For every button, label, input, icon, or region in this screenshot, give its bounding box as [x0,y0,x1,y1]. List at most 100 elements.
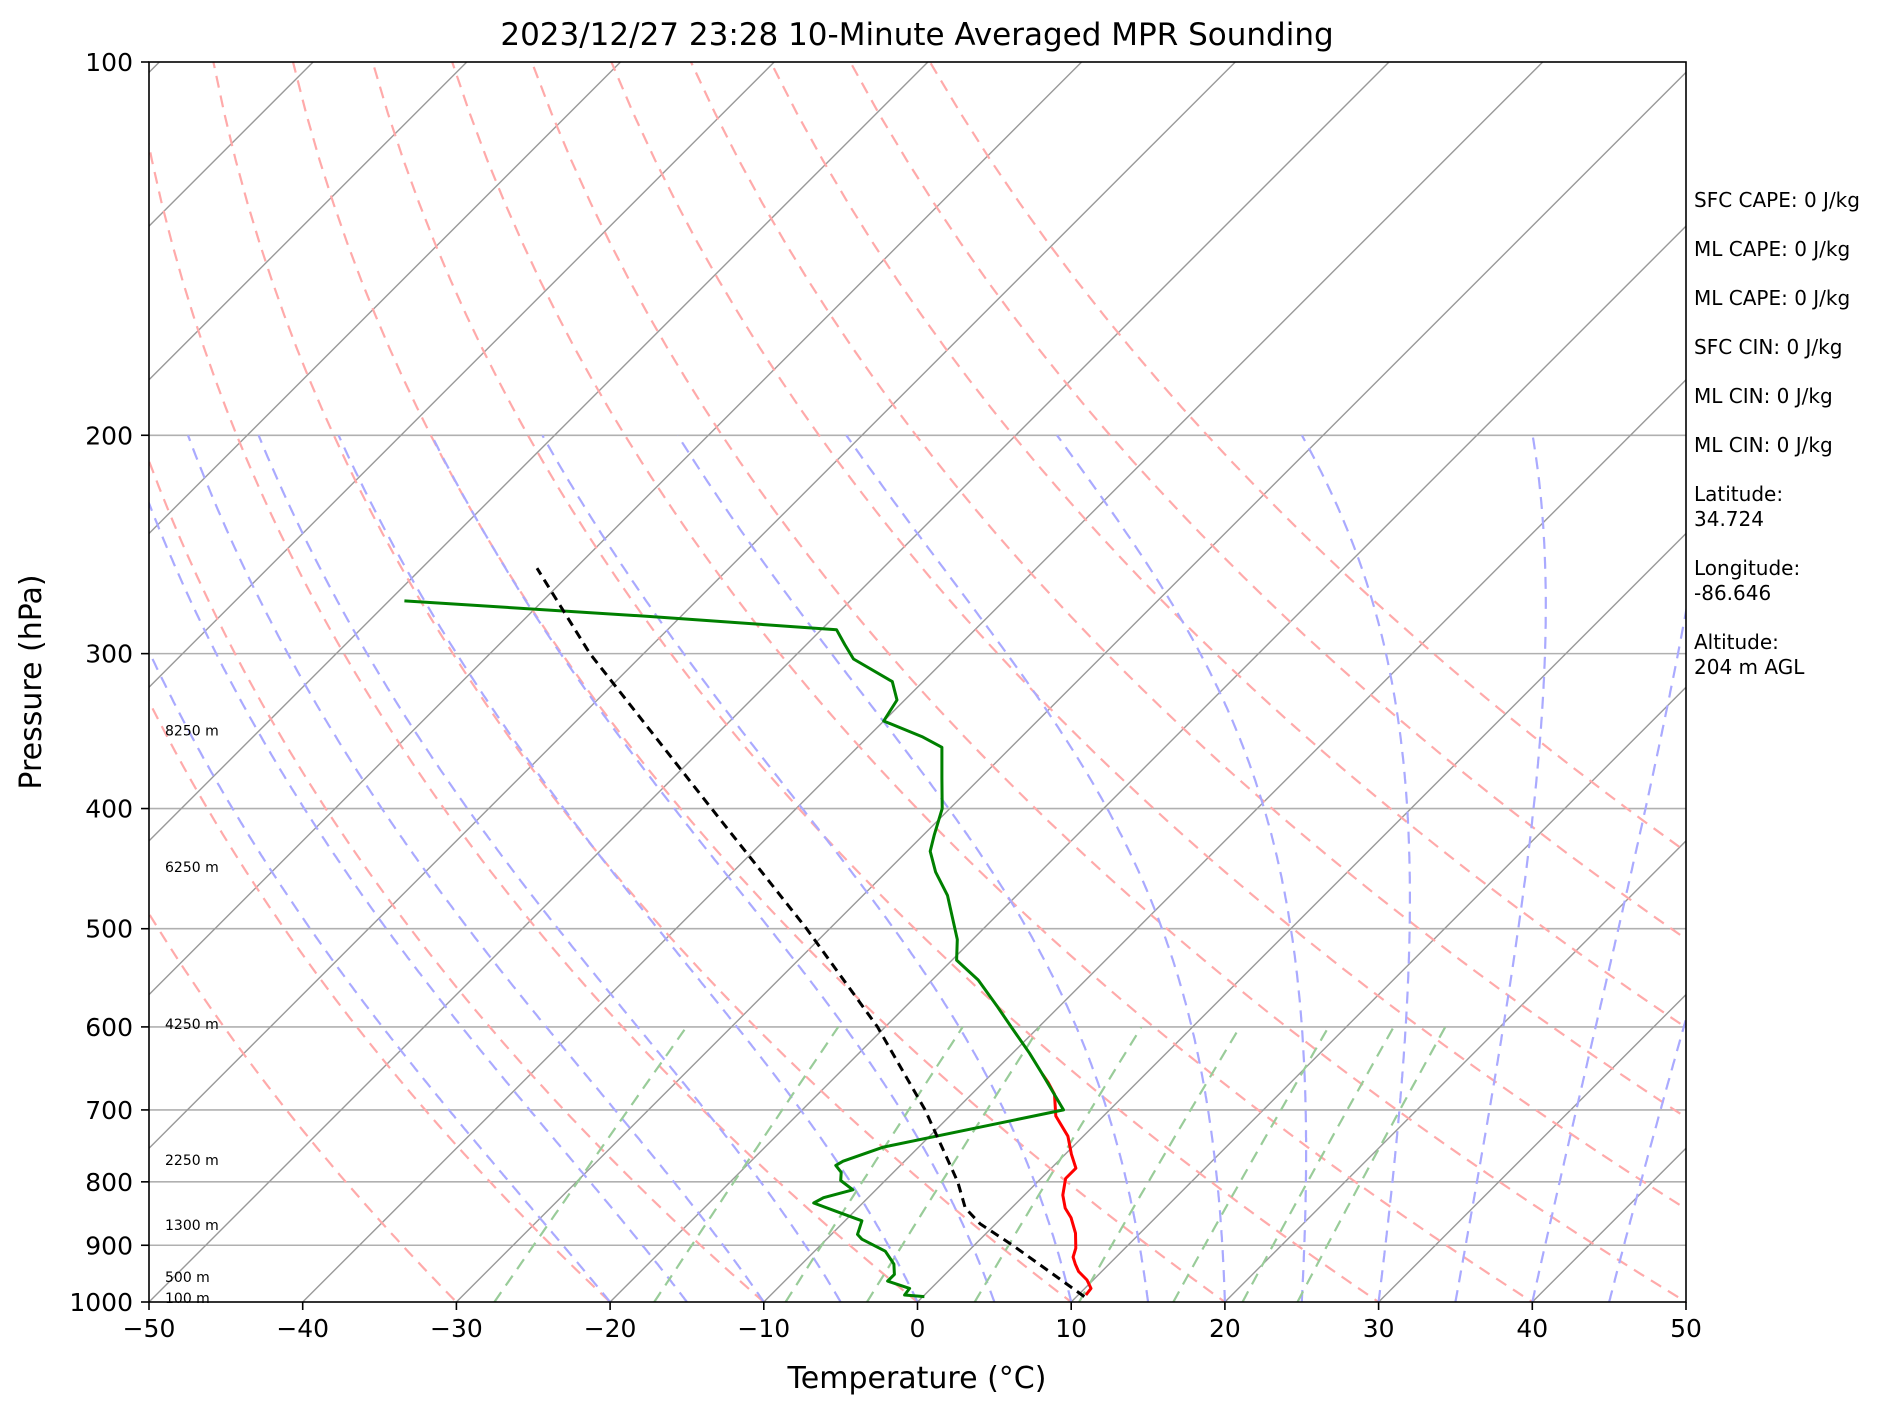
moist-adiabat-line [1608,1014,1686,1302]
dry-adiabat-line [530,62,1686,1302]
isotherm-line [0,62,6,1302]
moist-adiabat-line [149,648,611,1302]
moist-adiabat-line [1531,605,1686,1302]
dry-adiabat-line [149,457,766,1302]
dry-adiabat-line [291,62,1227,1302]
x-tick-label: 50 [1670,1314,1702,1343]
isotherm-line [1070,686,1686,1302]
background-lines [0,62,1686,1302]
x-tick-label: 40 [1516,1314,1548,1343]
isotherm-line [149,62,468,381]
y-tick-label: 700 [85,1096,133,1125]
dry-adiabat-line [849,62,1686,941]
isotherm-line [149,62,1236,1150]
moist-adiabat-line [186,434,765,1302]
dry-adiabat-line [451,62,1535,1302]
y-tick-label: 400 [85,795,133,824]
axes: −50 −40 −30 −20 −10 0 10 20 30 40 50 100 200 300 400 50… [69,48,1702,1343]
height-label: 2250 m [165,1153,219,1169]
sounding-info-item: ML CIN: 0 J/kg [1694,384,1833,408]
y-tick-label: 600 [85,1013,133,1042]
dry-adiabat-line [212,62,1074,1302]
isotherm-line [763,378,1686,1302]
mixing-ratio-line [653,1026,840,1302]
height-label: 8250 m [165,723,219,739]
sounding-info-item: ML CAPE: 0 J/kg [1694,286,1851,310]
sounding-info-item: Latitude: 34.724 [1694,482,1784,531]
x-tick-label: −40 [276,1314,329,1343]
sounding-info-item: ML CIN: 0 J/kg [1694,433,1833,457]
y-tick-label: 100 [85,48,133,77]
temperature-line [1041,1073,1093,1296]
isotherm-line [1378,993,1686,1302]
dry-adiabat-line [149,140,920,1302]
mixing-ratio-line [973,1026,1143,1302]
isotherm-line [455,71,1686,1302]
sounding-info-panel: SFC CAPE: 0 J/kg ML CAPE: 0 J/kg ML CAPE: … [1694,188,1889,704]
moist-adiabat-line [257,434,842,1302]
x-tick-label: 0 [910,1314,926,1343]
isotherm-line [917,532,1686,1302]
mixing-ratio-line [1296,1026,1447,1302]
height-label: 6250 m [165,860,219,876]
moist-adiabat-line [1056,434,1308,1302]
moist-adiabat-line [541,434,1073,1302]
y-tick-label: 1000 [69,1288,133,1317]
dry-adiabat-line [149,698,612,1302]
mixing-ratio-line [866,1026,1041,1302]
height-label: 1300 m [165,1218,219,1234]
mixing-ratio-line [1172,1026,1330,1302]
moist-adiabat-line [430,434,996,1302]
isotherm-line [149,62,775,689]
isotherm-line [1224,839,1686,1302]
x-axis-label: Temperature (°C) [787,1361,1047,1396]
dry-adiabat-line [690,62,1686,1119]
moist-adiabat-line [845,434,1226,1302]
height-label: 100 m [165,1291,210,1307]
moist-adiabat-line [337,434,919,1302]
isotherm-line [302,62,1544,1302]
moist-adiabat-line [676,434,1150,1302]
y-tick-label: 500 [85,915,133,944]
chart-title: 2023/12/27 23:28 10-Minute Averaged MPR … [500,17,1333,53]
y-tick-label: 900 [85,1231,133,1260]
dry-adiabat-line [769,62,1686,1029]
y-tick-label: 800 [85,1168,133,1197]
x-tick-label: −30 [430,1314,483,1343]
sounding-info-item: Longitude: -86.646 [1694,556,1801,605]
height-label: 500 m [165,1270,210,1286]
dry-adiabat-line [371,62,1381,1302]
sounding-info-item: Altitude: 204 m AGL [1694,630,1805,679]
series-group [404,567,1093,1299]
parcel-line [535,567,1086,1298]
height-labels: 8250 m 6250 m 4250 m 2250 m 1300 m 500 m 100 m [165,723,219,1307]
isotherm-line [149,62,929,842]
moist-adiabat-line [1300,434,1411,1302]
sounding-info-item: ML CAPE: 0 J/kg [1694,237,1851,261]
dry-adiabat-line [149,911,458,1302]
plot-frame [148,61,1687,1303]
x-tick-label: 10 [1055,1314,1087,1343]
mixing-ratio-line [1078,1026,1241,1302]
dewpoint-line [404,599,1065,1299]
sounding-info-item: SFC CIN: 0 J/kg [1694,335,1843,359]
mixing-ratio-line [784,1026,964,1302]
height-label: 4250 m [165,1017,219,1033]
x-tick-label: −20 [584,1314,637,1343]
y-tick-label: 300 [85,640,133,669]
dry-adiabat-line [610,62,1686,1211]
x-tick-label: −50 [123,1314,176,1343]
isotherm-line [149,62,1083,996]
y-tick-label: 200 [85,421,133,450]
y-axis-label: Pressure (hPa) [14,574,49,789]
x-tick-label: 20 [1209,1314,1241,1343]
isotherm-line [149,62,621,535]
mixing-ratio-line [493,1026,688,1302]
x-tick-label: 30 [1363,1314,1395,1343]
x-tick-label: −10 [737,1314,790,1343]
isotherm-line [609,225,1686,1302]
isotherm-line [149,62,1390,1302]
sounding-info-item: SFC CAPE: 0 J/kg [1694,188,1860,212]
mixing-ratio-line [1241,1026,1395,1302]
